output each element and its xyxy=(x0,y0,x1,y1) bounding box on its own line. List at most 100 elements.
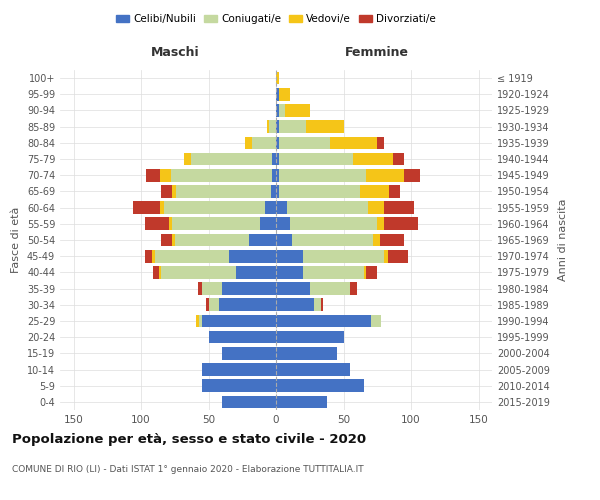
Bar xyxy=(287,202,368,214)
Y-axis label: Fasce di età: Fasce di età xyxy=(11,207,21,273)
Bar xyxy=(276,234,292,246)
Bar xyxy=(384,250,388,262)
Bar xyxy=(202,282,222,295)
Bar xyxy=(276,185,278,198)
Bar xyxy=(384,202,414,214)
Legend: Celibi/Nubili, Coniugati/e, Vedovi/e, Divorziati/e: Celibi/Nubili, Coniugati/e, Vedovi/e, Di… xyxy=(112,10,440,29)
Bar xyxy=(389,185,400,198)
Bar xyxy=(249,234,276,246)
Bar xyxy=(310,282,350,295)
Bar xyxy=(222,396,276,408)
Bar xyxy=(160,202,164,214)
Y-axis label: Anni di nascita: Anni di nascita xyxy=(558,198,568,281)
Bar xyxy=(276,120,278,133)
Bar xyxy=(272,152,276,166)
Bar xyxy=(145,218,169,230)
Bar xyxy=(276,218,290,230)
Bar xyxy=(276,331,343,344)
Bar xyxy=(286,104,310,117)
Bar xyxy=(278,120,306,133)
Bar xyxy=(176,185,271,198)
Bar xyxy=(364,266,367,278)
Bar xyxy=(276,363,350,376)
Bar xyxy=(229,250,276,262)
Bar xyxy=(153,266,158,278)
Text: Femmine: Femmine xyxy=(345,46,409,60)
Bar xyxy=(314,298,320,311)
Bar xyxy=(202,380,276,392)
Bar xyxy=(133,202,160,214)
Bar xyxy=(276,104,278,117)
Bar xyxy=(276,152,278,166)
Bar xyxy=(222,282,276,295)
Bar xyxy=(360,185,389,198)
Bar xyxy=(172,218,260,230)
Bar xyxy=(350,282,357,295)
Bar xyxy=(199,314,202,328)
Text: COMUNE DI RIO (LI) - Dati ISTAT 1° gennaio 2020 - Elaborazione TUTTITALIA.IT: COMUNE DI RIO (LI) - Dati ISTAT 1° genna… xyxy=(12,466,364,474)
Bar xyxy=(290,218,377,230)
Bar xyxy=(172,185,176,198)
Bar xyxy=(380,234,404,246)
Bar xyxy=(278,152,353,166)
Bar xyxy=(158,266,161,278)
Bar xyxy=(161,266,235,278)
Bar xyxy=(278,136,330,149)
Bar xyxy=(278,169,367,181)
Bar xyxy=(373,234,380,246)
Bar xyxy=(265,202,276,214)
Bar xyxy=(330,136,377,149)
Bar xyxy=(303,250,384,262)
Bar xyxy=(271,185,276,198)
Bar xyxy=(202,363,276,376)
Bar xyxy=(292,234,373,246)
Bar xyxy=(320,298,323,311)
Bar xyxy=(377,218,384,230)
Bar xyxy=(278,185,360,198)
Bar xyxy=(276,169,278,181)
Bar xyxy=(276,266,303,278)
Bar xyxy=(303,266,364,278)
Bar xyxy=(220,298,276,311)
Bar xyxy=(170,169,272,181)
Bar xyxy=(245,136,252,149)
Bar xyxy=(209,298,220,311)
Bar xyxy=(276,347,337,360)
Bar xyxy=(161,185,172,198)
Bar xyxy=(272,169,276,181)
Bar xyxy=(278,104,286,117)
Bar xyxy=(160,169,171,181)
Bar xyxy=(175,234,249,246)
Bar xyxy=(198,282,202,295)
Bar xyxy=(367,266,377,278)
Bar xyxy=(164,202,265,214)
Bar xyxy=(276,298,314,311)
Bar xyxy=(276,380,364,392)
Bar xyxy=(276,250,303,262)
Text: Popolazione per età, sesso e stato civile - 2020: Popolazione per età, sesso e stato civil… xyxy=(12,432,366,446)
Bar xyxy=(235,266,276,278)
Bar xyxy=(276,202,287,214)
Bar xyxy=(155,250,229,262)
Bar xyxy=(269,120,276,133)
Bar xyxy=(276,396,328,408)
Text: Maschi: Maschi xyxy=(151,46,199,60)
Bar xyxy=(161,234,172,246)
Bar xyxy=(371,314,382,328)
Bar xyxy=(368,202,384,214)
Bar xyxy=(191,152,272,166)
Bar xyxy=(384,218,418,230)
Bar xyxy=(169,218,172,230)
Bar xyxy=(152,250,155,262)
Bar xyxy=(278,88,290,101)
Bar xyxy=(202,314,276,328)
Bar xyxy=(377,136,384,149)
Bar xyxy=(276,314,371,328)
Bar xyxy=(146,169,160,181)
Bar xyxy=(306,120,343,133)
Bar xyxy=(276,72,278,85)
Bar xyxy=(276,282,310,295)
Bar xyxy=(252,136,276,149)
Bar xyxy=(145,250,152,262)
Bar xyxy=(196,314,199,328)
